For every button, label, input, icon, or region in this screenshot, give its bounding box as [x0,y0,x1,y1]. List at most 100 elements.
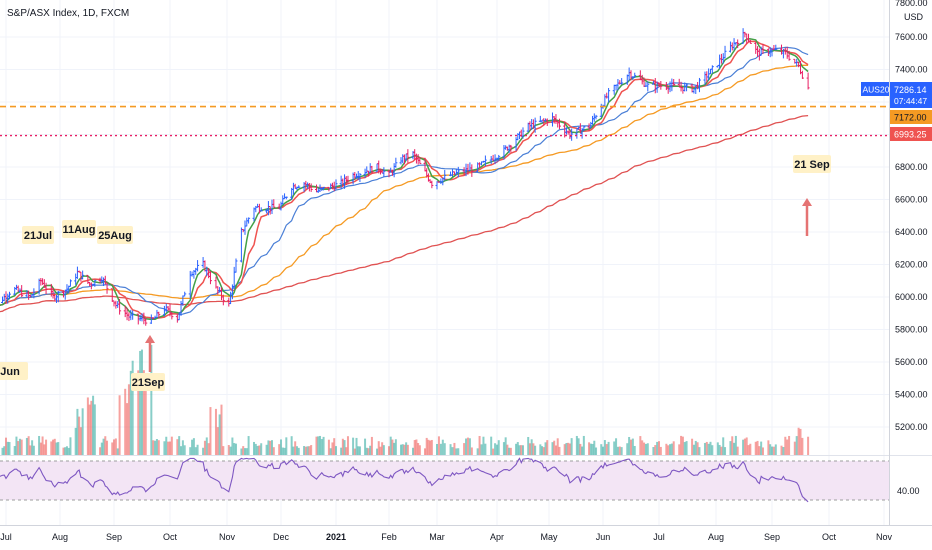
volume-bar [364,438,367,455]
volume-bar [683,442,686,455]
volume-bar [490,436,493,455]
volume-bar [357,446,360,455]
volume-bar [131,360,134,455]
red-level-tag [890,127,932,141]
annotation-label[interactable]: 21Jul [22,226,54,244]
volume-bar [180,446,183,455]
volume-bar [25,437,28,455]
volume-bar [165,436,168,455]
currency-label: USD [904,12,924,22]
volume-bar [484,443,487,455]
volume-bar [271,440,273,455]
annotation-label[interactable]: 21 Sep [793,155,831,173]
volume-bar [620,447,623,455]
price-tags[interactable]: AUS200 7286.14 07:44:47 7172.00 6993.25 [861,82,932,141]
volume-bar [589,443,592,455]
volume-bar [698,447,701,455]
volume-bar [656,441,659,455]
horizontal-levels[interactable] [0,105,889,137]
volume-bar [784,436,787,455]
volume-bar [88,404,91,455]
grid [0,0,889,525]
volume-bar [155,439,158,455]
volume-bar [652,447,655,455]
time-tick: Feb [381,532,397,542]
volume-bar [427,439,430,455]
volume-bar [154,440,157,455]
volume-bar [678,444,681,455]
volume-bar [470,447,473,455]
annotation-label[interactable]: 11Aug [62,220,96,238]
volume-bar [377,441,380,455]
price-tick: 7600.00 [895,32,928,42]
annotation-label[interactable]: 25Aug [97,226,133,244]
ohlc-bar [710,65,714,74]
volume-bar [244,448,246,455]
volume-bar [568,443,571,455]
time-axis[interactable]: Jul Aug Sep Oct Nov Dec 2021 Feb Mar Apr May Jun Jul… [0,525,932,543]
time-tick: Mar [429,532,445,542]
volume-bar [707,443,710,455]
volume-bar [6,441,9,455]
volume-bar [497,440,500,455]
volume-bar [492,448,495,455]
volume-bar [579,443,582,455]
volume-bar [207,443,210,455]
annotation-label[interactable]: 5Jun [0,362,28,380]
volume-bar [618,446,621,455]
volume-bar [734,435,737,455]
rsi-panel[interactable] [0,455,932,503]
volume-bar [57,442,60,455]
ohlc-bar [659,81,663,90]
volume-bar [570,438,573,455]
time-tick: Oct [163,532,178,542]
volume-bars [1,345,810,455]
volume-bar [457,448,460,455]
ohlc-bar [646,81,650,92]
time-tick: Sep [764,532,780,542]
ohlc-bar [93,279,97,287]
volume-bar [235,443,237,455]
volume-bar [393,442,396,455]
volume-bar [304,446,307,455]
ohlc-bar [787,50,791,61]
volume-bar [556,438,559,455]
ohlc-bar [358,173,362,183]
volume-bar [449,444,452,455]
volume-bar [771,446,773,455]
ohlc-bar [183,291,187,297]
volume-bar [55,442,58,455]
volume-bar [13,446,16,455]
volume-bar [389,436,392,455]
volume-bar [528,443,531,455]
volume-bar [403,444,406,455]
volume-bar [772,446,775,455]
volume-bar [413,440,416,455]
volume-bar [508,447,511,455]
last-price-tag [890,82,932,108]
ohlc-bar [533,117,537,133]
volume-bar [582,435,585,455]
volume-bar [522,445,524,455]
volume-bar [760,441,763,455]
ohlc-bar [806,72,810,90]
volume-bar [613,441,616,455]
volume-bar [542,447,545,455]
volume-bar [267,440,270,455]
annotation-label[interactable]: 21Sep [131,373,165,391]
volume-bar [691,438,694,455]
volume-bar [709,441,712,455]
price-axis[interactable]: 7800.00 USD 7600.007400.007200.007000.00… [889,0,928,525]
volume-bar [394,439,397,455]
volume-bar [258,445,261,455]
rsi-tick-40: 40.00 [897,486,920,496]
volume-bar [178,436,181,455]
volume-bar [539,444,542,455]
symbol-tag-text: AUS200 [863,85,895,95]
volume-bar [86,397,89,455]
ohlc-bar [234,258,238,273]
ohlc-bar [284,196,288,200]
volume-bar [530,439,533,455]
